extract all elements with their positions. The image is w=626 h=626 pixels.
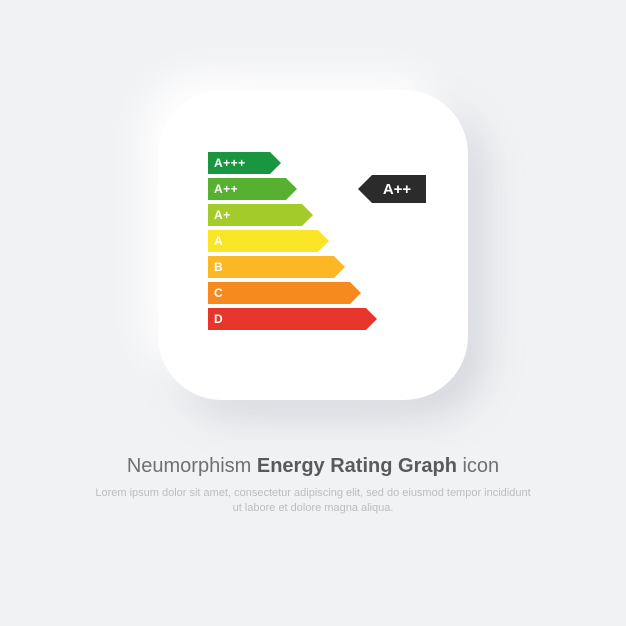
rating-bar: A+++ [208,152,281,174]
rating-bar-arrow-tip [366,308,377,330]
rating-bar-arrow-tip [286,178,297,200]
caption-lorem: Lorem ipsum dolor sit amet, consectetur … [93,486,533,516]
rating-bar: B [208,256,345,278]
title-suffix: icon [457,455,499,477]
rating-bar-label: A [214,234,223,248]
rating-bar: A++ [208,178,297,200]
rating-bar-arrow-tip [270,152,281,174]
rating-bar-arrow-tip [318,230,329,252]
rating-bar-label: A+++ [214,156,246,170]
rating-bar-body [208,256,334,278]
caption-title: Neumorphism Energy Rating Graph icon [0,455,626,478]
rating-bar: D [208,308,377,330]
rating-bar-body [208,282,350,304]
callout-label: A++ [383,181,411,198]
rating-bar-label: B [214,260,223,274]
stage: A+++ A++ A+ ABCD A++ Neumorphism Energy Rat… [0,0,626,626]
rating-bar-label: A++ [214,182,238,196]
rating-bar-body [208,230,318,252]
caption: Neumorphism Energy Rating Graph icon Lor… [0,455,626,516]
rating-bar: A+ [208,204,313,226]
rating-bar-label: A+ [214,208,231,222]
rating-bar-arrow-tip [350,282,361,304]
rating-callout: A++ [358,175,426,203]
rating-bar-body [208,308,366,330]
neumorphic-tile: A+++ A++ A+ ABCD A++ [158,90,468,400]
rating-bar-label: D [214,312,223,326]
rating-bar: A [208,230,329,252]
rating-bar: C [208,282,361,304]
title-prefix: Neumorphism [127,455,257,477]
rating-bar-arrow-tip [302,204,313,226]
rating-bar-label: C [214,286,223,300]
callout-arrow-tip [358,175,372,203]
callout-body: A++ [372,175,426,203]
rating-bar-arrow-tip [334,256,345,278]
title-emph: Energy Rating Graph [257,455,457,477]
